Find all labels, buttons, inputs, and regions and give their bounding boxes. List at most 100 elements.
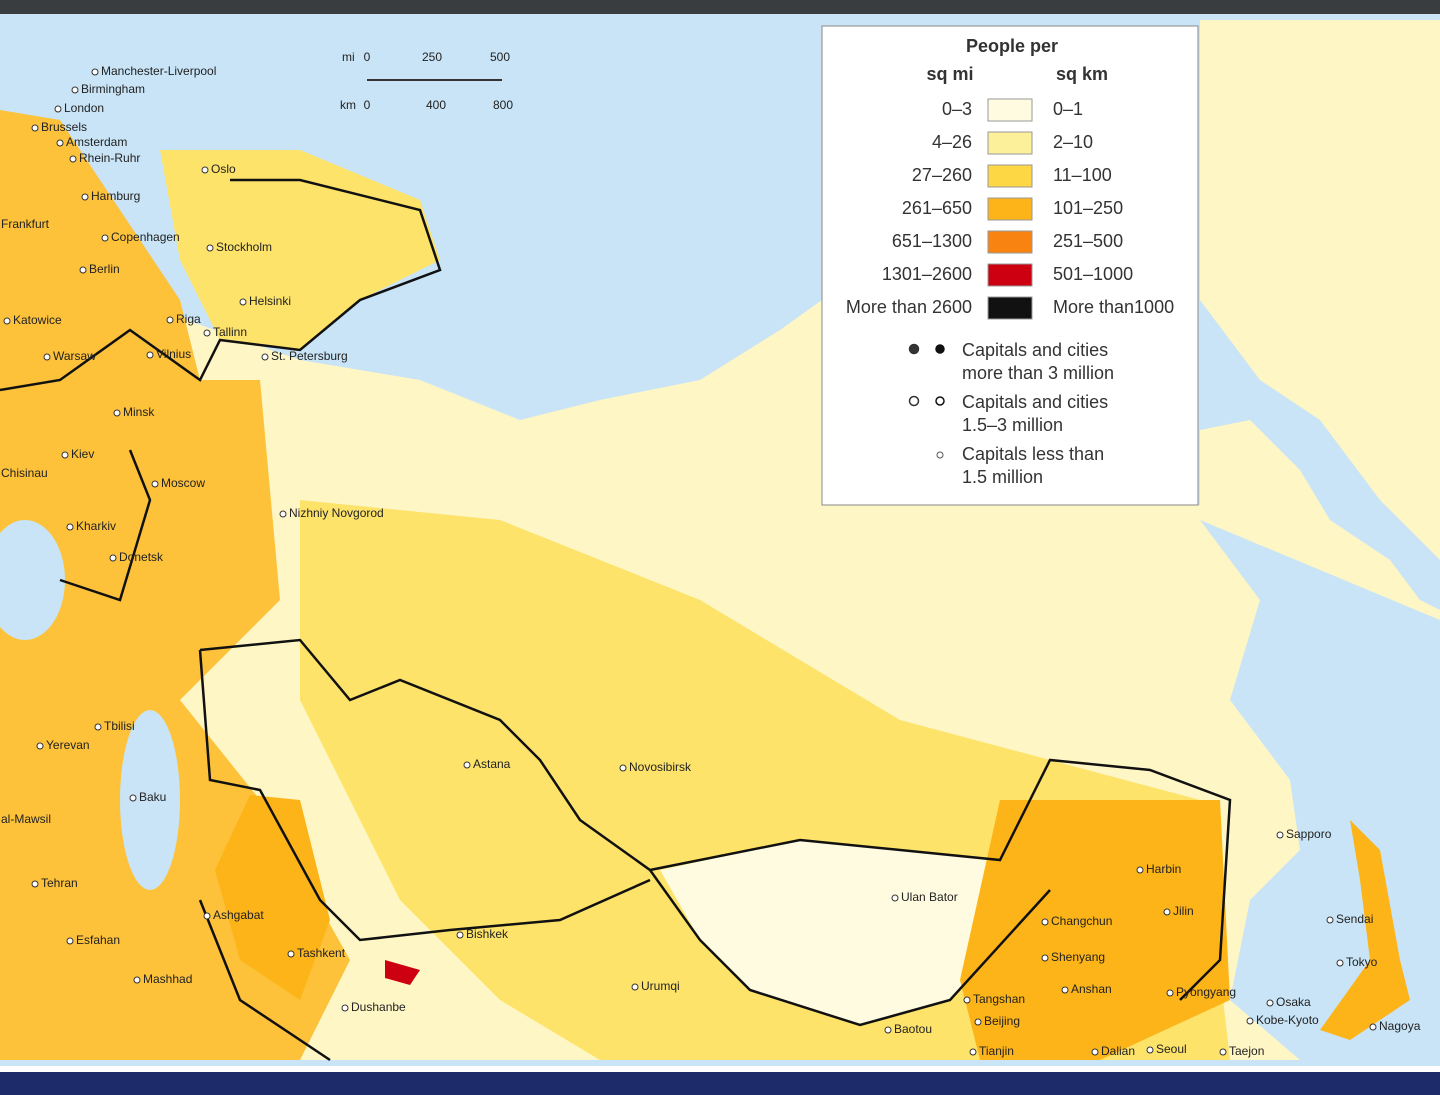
city-dot — [463, 761, 471, 769]
city-label: Sapporo — [1286, 827, 1332, 841]
city-label: Frankfurt — [1, 217, 50, 231]
legend-label: 251–500 — [1053, 231, 1123, 251]
city-dot — [287, 950, 295, 958]
city-label: Tokyo — [1346, 955, 1378, 969]
city-dot — [884, 1026, 892, 1034]
city-label: Tangshan — [973, 992, 1025, 1006]
city-label: Tehran — [41, 876, 78, 890]
legend-label: 501–1000 — [1053, 264, 1133, 284]
city-label: Kharkiv — [76, 519, 116, 533]
legend-title: People per — [966, 36, 1058, 56]
city-label: Tbilisi — [104, 719, 135, 733]
legend-symbol-label: Capitals and cities — [962, 392, 1108, 412]
city-dot — [66, 523, 74, 531]
legend-symbol-label: Capitals and cities — [962, 340, 1108, 360]
city-label: Baku — [139, 790, 166, 804]
city-label: Nizhniy Novgorod — [289, 506, 384, 520]
city-dot — [206, 244, 214, 252]
legend-swatch — [987, 296, 1033, 320]
legend-label: 0–1 — [1053, 99, 1083, 119]
city-dot — [31, 124, 39, 132]
city-label: Riga — [176, 312, 201, 326]
city-dot — [631, 983, 639, 991]
city-dot — [129, 794, 137, 802]
city-dot — [963, 996, 971, 1004]
city-label: Hamburg — [91, 189, 140, 203]
city-label: Nagoya — [1379, 1019, 1421, 1033]
city-dot — [94, 723, 102, 731]
city-dot — [81, 193, 89, 201]
city-dot — [1219, 1048, 1227, 1056]
city-label: Astana — [473, 757, 511, 771]
city-dot — [133, 976, 141, 984]
city-dot — [166, 316, 174, 324]
city-label: Seoul — [1156, 1042, 1187, 1056]
city-label: Tianjin — [979, 1044, 1014, 1058]
legend-label: 1301–2600 — [882, 264, 972, 284]
city-dot — [3, 317, 11, 325]
city-dot — [203, 329, 211, 337]
legend-label: 261–650 — [902, 198, 972, 218]
city-dot — [1146, 1046, 1154, 1054]
city-dot — [1266, 999, 1274, 1007]
city-dot — [1163, 908, 1171, 916]
city-label: Copenhagen — [111, 230, 180, 244]
legend-swatch — [987, 263, 1033, 287]
legend-symbol-label: 1.5 million — [962, 467, 1043, 487]
scale-unit: mi — [342, 50, 355, 64]
city-label: Manchester-Liverpool — [101, 64, 216, 78]
city-label: Amsterdam — [66, 135, 127, 149]
legend-label: More than1000 — [1053, 297, 1174, 317]
city-label: Oslo — [211, 162, 236, 176]
city-dot — [54, 105, 62, 113]
city-label: Minsk — [123, 405, 155, 419]
scale-tick-label: 500 — [490, 50, 510, 64]
city-dot — [261, 353, 269, 361]
city-dot — [1136, 866, 1144, 874]
city-label: Tashkent — [297, 946, 346, 960]
city-dot — [1276, 831, 1284, 839]
city-dot — [69, 155, 77, 163]
legend-swatch — [987, 131, 1033, 155]
city-label: Helsinki — [249, 294, 291, 308]
city-label: Rhein-Ruhr — [79, 151, 140, 165]
legend-label: 4–26 — [932, 132, 972, 152]
city-label: Birmingham — [81, 82, 145, 96]
city-label: Vilnius — [156, 347, 191, 361]
legend-swatch — [987, 164, 1033, 188]
city-dot — [341, 1004, 349, 1012]
city-label: Urumqi — [641, 979, 680, 993]
legend: People per sq mi sq km 0–3 0–1 4–26 2–10 27–… — [821, 25, 1199, 506]
city-dot — [43, 353, 51, 361]
land — [0, 20, 1440, 1060]
legend-label: 101–250 — [1053, 198, 1123, 218]
city-label: Changchun — [1051, 914, 1112, 928]
scale-bar: mi km 0 250 500 0 400 800 — [340, 50, 513, 112]
city-label: Esfahan — [76, 933, 120, 947]
legend-symbol-label: more than 3 million — [962, 363, 1114, 383]
bottom-bar — [0, 1072, 1440, 1095]
legend-symbol — [935, 396, 945, 406]
city-dot — [969, 1048, 977, 1056]
legend-swatch — [987, 197, 1033, 221]
city-label: Berlin — [89, 262, 120, 276]
city-dot — [91, 68, 99, 76]
city-dot — [56, 139, 64, 147]
city-dot — [1336, 959, 1344, 967]
legend-col: sq mi — [926, 64, 973, 84]
city-label: Brussels — [41, 120, 87, 134]
legend-symbol-label: Capitals less than — [962, 444, 1104, 464]
city-dot — [36, 742, 44, 750]
cities: Manchester-Liverpool Birmingham London Brus… — [1, 64, 1421, 1058]
city-label: Dalian — [1101, 1044, 1135, 1058]
city-label: Tallinn — [213, 325, 247, 339]
city-label: Dushanbe — [351, 1000, 406, 1014]
city-dot — [1369, 1023, 1377, 1031]
legend-label: 27–260 — [912, 165, 972, 185]
legend-label: 2–10 — [1053, 132, 1093, 152]
legend-symbol — [908, 343, 920, 355]
city-label: Kobe-Kyoto — [1256, 1013, 1319, 1027]
city-dot — [71, 86, 79, 94]
city-label: Yerevan — [46, 738, 90, 752]
